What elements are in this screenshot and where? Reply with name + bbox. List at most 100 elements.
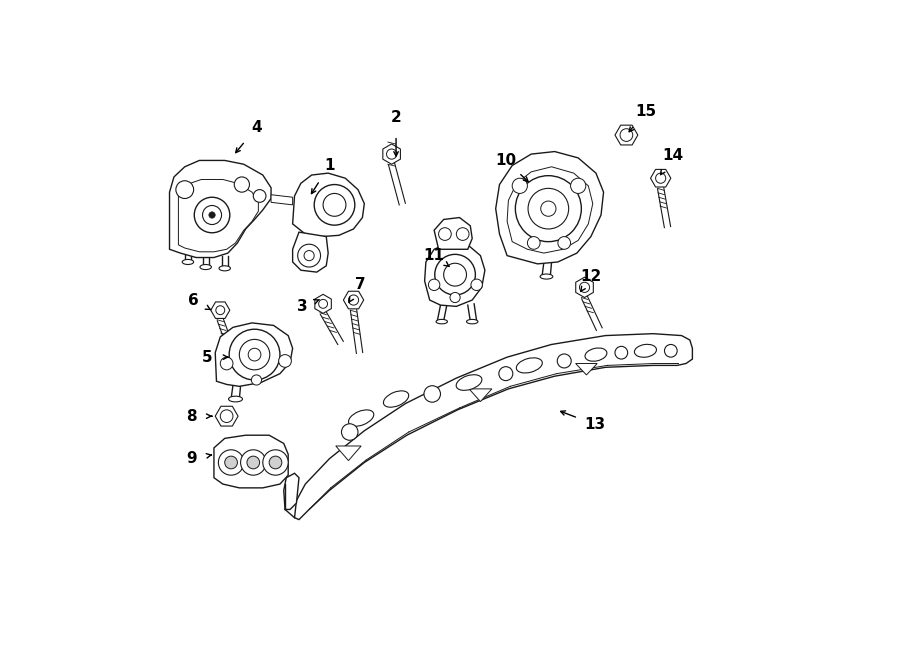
- Circle shape: [176, 180, 194, 198]
- Circle shape: [209, 212, 215, 218]
- Polygon shape: [615, 125, 638, 145]
- Polygon shape: [294, 334, 692, 520]
- Polygon shape: [469, 389, 492, 402]
- Polygon shape: [211, 302, 230, 319]
- Ellipse shape: [456, 375, 482, 391]
- Circle shape: [253, 190, 266, 202]
- Polygon shape: [576, 364, 598, 375]
- Circle shape: [219, 449, 244, 475]
- Polygon shape: [425, 243, 485, 307]
- Circle shape: [557, 354, 572, 368]
- Circle shape: [450, 292, 460, 303]
- Circle shape: [424, 386, 440, 402]
- Circle shape: [620, 129, 633, 141]
- Polygon shape: [284, 473, 299, 510]
- Text: 6: 6: [187, 293, 198, 307]
- Circle shape: [323, 194, 346, 216]
- Polygon shape: [344, 292, 364, 309]
- Polygon shape: [382, 144, 400, 164]
- Ellipse shape: [540, 274, 553, 279]
- Polygon shape: [336, 446, 361, 461]
- Text: 3: 3: [298, 299, 308, 314]
- Circle shape: [251, 375, 262, 385]
- Circle shape: [348, 295, 358, 305]
- Polygon shape: [507, 167, 593, 253]
- Circle shape: [558, 237, 571, 249]
- Ellipse shape: [383, 391, 409, 407]
- Circle shape: [239, 339, 270, 370]
- Text: 8: 8: [185, 408, 196, 424]
- Polygon shape: [496, 151, 604, 264]
- Circle shape: [512, 178, 527, 194]
- Circle shape: [428, 279, 440, 291]
- Circle shape: [298, 244, 320, 267]
- Circle shape: [240, 449, 266, 475]
- Polygon shape: [576, 277, 593, 297]
- Text: 2: 2: [391, 110, 401, 126]
- Polygon shape: [434, 217, 473, 249]
- Circle shape: [220, 410, 233, 422]
- Text: 5: 5: [202, 350, 212, 365]
- Polygon shape: [178, 180, 258, 252]
- Circle shape: [216, 306, 225, 315]
- Ellipse shape: [200, 264, 212, 270]
- Polygon shape: [271, 195, 292, 205]
- Circle shape: [263, 449, 288, 475]
- Circle shape: [225, 456, 238, 469]
- Circle shape: [655, 173, 666, 183]
- Circle shape: [202, 206, 221, 225]
- Ellipse shape: [348, 410, 374, 426]
- Circle shape: [304, 251, 314, 260]
- Circle shape: [527, 237, 540, 249]
- Text: 9: 9: [185, 451, 196, 466]
- Polygon shape: [315, 294, 331, 313]
- Ellipse shape: [182, 259, 194, 264]
- Polygon shape: [292, 173, 364, 237]
- Text: 10: 10: [495, 153, 517, 168]
- Circle shape: [194, 197, 230, 233]
- Circle shape: [279, 354, 292, 368]
- Ellipse shape: [229, 396, 242, 402]
- Polygon shape: [292, 232, 328, 272]
- Circle shape: [664, 344, 677, 357]
- Circle shape: [386, 149, 397, 159]
- Polygon shape: [214, 435, 288, 488]
- Circle shape: [580, 282, 590, 292]
- Text: 11: 11: [424, 248, 445, 263]
- Polygon shape: [651, 169, 670, 187]
- Ellipse shape: [436, 319, 447, 324]
- Circle shape: [444, 263, 466, 286]
- Text: 14: 14: [662, 149, 684, 163]
- Circle shape: [269, 456, 282, 469]
- Polygon shape: [215, 407, 238, 426]
- Circle shape: [438, 227, 451, 241]
- Circle shape: [471, 279, 482, 291]
- Ellipse shape: [634, 344, 656, 358]
- Circle shape: [528, 188, 569, 229]
- Circle shape: [247, 456, 259, 469]
- Text: 1: 1: [324, 158, 335, 173]
- Text: 13: 13: [584, 417, 605, 432]
- Circle shape: [435, 254, 475, 295]
- Polygon shape: [215, 323, 292, 386]
- Text: 7: 7: [355, 278, 365, 292]
- Circle shape: [615, 346, 627, 359]
- Circle shape: [571, 178, 586, 194]
- Circle shape: [220, 357, 233, 370]
- Circle shape: [234, 177, 249, 192]
- Circle shape: [499, 367, 513, 381]
- Circle shape: [541, 201, 556, 216]
- Text: 15: 15: [634, 104, 656, 119]
- Circle shape: [456, 227, 469, 241]
- Circle shape: [319, 299, 328, 308]
- Ellipse shape: [219, 266, 230, 271]
- Circle shape: [248, 348, 261, 361]
- Text: 12: 12: [580, 269, 601, 284]
- Ellipse shape: [517, 358, 543, 373]
- Polygon shape: [169, 161, 271, 258]
- Ellipse shape: [585, 348, 607, 361]
- Circle shape: [230, 329, 280, 380]
- Text: 4: 4: [251, 120, 262, 135]
- Circle shape: [314, 184, 355, 225]
- Circle shape: [341, 424, 358, 440]
